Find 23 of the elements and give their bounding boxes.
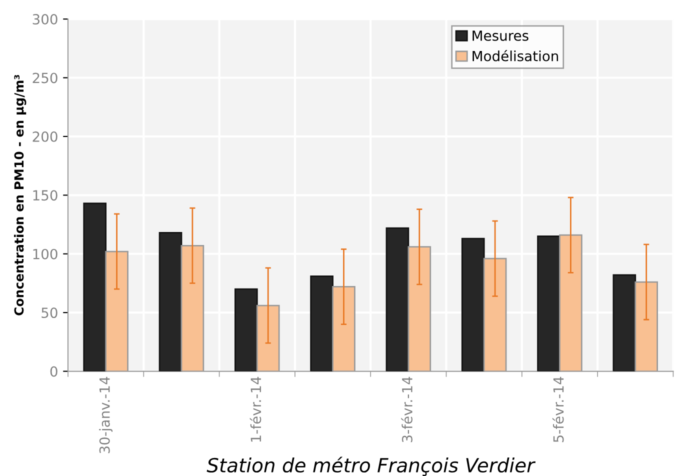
bar (386, 227, 410, 372)
bar (158, 232, 182, 372)
y-tick-label: 100 (33, 248, 58, 260)
bar (461, 238, 485, 372)
bar (83, 202, 107, 372)
bar (537, 236, 560, 372)
y-tick-label: 150 (33, 190, 58, 201)
x-tick-label: 5-févr.-14 (552, 376, 564, 442)
bar (612, 274, 636, 372)
x-tick-label: 30-janv.-14 (99, 376, 113, 454)
x-tick-label: 1-févr.-14 (250, 376, 262, 442)
x-axis-title: Station de métro François Verdier (206, 456, 536, 476)
legend-label: Modélisation (472, 50, 558, 62)
y-tick-label: 0 (50, 366, 58, 377)
y-tick-label: 200 (32, 131, 58, 142)
y-axis-title: Concentration en PM10 - en µg/m³ (14, 75, 26, 316)
y-tick-label: 300 (32, 14, 58, 25)
legend-label: Mesures (472, 30, 528, 41)
x-tick-label: 3-févr.-14 (401, 376, 412, 442)
bar (234, 288, 258, 372)
bar (310, 275, 334, 372)
y-tick-label: 250 (32, 72, 58, 84)
y-tick-label: 50 (42, 308, 58, 318)
